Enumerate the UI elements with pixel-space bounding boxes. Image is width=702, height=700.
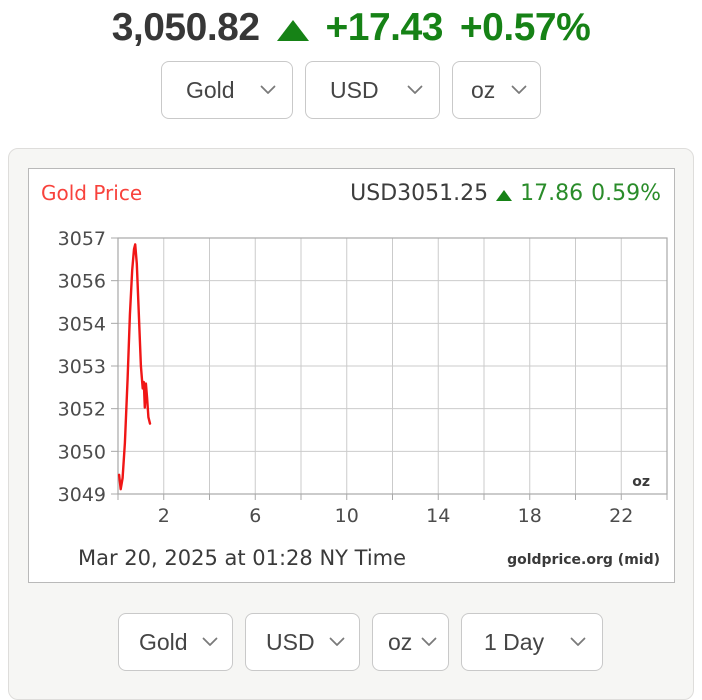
metal-select[interactable]: Gold [161, 61, 293, 119]
chart-quote-price: USD3051.25 [350, 181, 489, 206]
y-axis-tick-label: 3057 [58, 229, 106, 250]
plot-border [117, 237, 668, 495]
currency-select-bottom[interactable]: USD [245, 613, 360, 671]
chart-quote-change-percent: 0.59% [591, 181, 661, 206]
chevron-down-icon [511, 85, 527, 95]
current-quote: 3,050.82 +17.43 +0.57% [0, 5, 702, 51]
price-line-chart: 3057 3056 3054 3053 3052 3050 3049 2 6 10 14 18 22 [58, 229, 668, 527]
up-triangle-icon [276, 20, 309, 41]
metal-select-value: Gold [139, 628, 188, 655]
period-select-value: 1 Day [484, 628, 545, 655]
chart-source: goldprice.org (mid) [507, 552, 660, 568]
chart-unit-label: oz [632, 474, 650, 490]
currency-select[interactable]: USD [305, 61, 440, 119]
unit-select[interactable]: oz [452, 61, 541, 119]
y-axis-tick-label: 3052 [58, 399, 106, 421]
current-price: 3,050.82 [111, 6, 260, 49]
chart-card: Gold Price USD3051.25 17.86 0.59% 3057 30… [28, 168, 675, 583]
unit-select-value: oz [471, 76, 496, 103]
unit-select-bottom[interactable]: oz [372, 613, 449, 671]
chart-quote-change: 17.86 [520, 181, 584, 206]
currency-select-value: USD [266, 628, 315, 655]
y-axis-tick-label: 3056 [58, 271, 106, 293]
price-change: +17.43 [325, 6, 444, 49]
period-select[interactable]: 1 Day [461, 613, 603, 671]
x-axis-tick-label: 18 [518, 505, 542, 527]
chart-quote: USD3051.25 17.86 0.59% [350, 181, 661, 206]
chevron-down-icon [421, 637, 437, 647]
y-axis-tick-label: 3053 [58, 356, 106, 378]
unit-select-value: oz [388, 628, 413, 655]
chevron-down-icon [202, 637, 218, 647]
chart-timestamp: Mar 20, 2025 at 01:28 NY Time [78, 546, 407, 570]
bottom-controls: Gold USD oz 1 Day [28, 613, 693, 671]
x-axis-tick-label: 6 [249, 505, 261, 527]
x-axis-tick-label: 14 [426, 505, 450, 527]
chevron-down-icon [570, 637, 586, 647]
y-axis-tick-label: 3054 [58, 313, 106, 335]
price-change-percent: +0.57% [459, 6, 591, 49]
up-triangle-icon [496, 189, 513, 201]
x-axis-tick-label: 2 [158, 505, 170, 527]
price-line [117, 243, 152, 491]
metal-select-bottom[interactable]: Gold [118, 613, 233, 671]
x-axis-tick-label: 22 [609, 505, 633, 527]
chart-title: Gold Price [41, 181, 143, 205]
y-axis-tick-label: 3050 [58, 441, 106, 463]
top-controls: Gold USD oz [0, 61, 702, 119]
currency-select-value: USD [330, 76, 379, 103]
chart-panel: Gold Price USD3051.25 17.86 0.59% 3057 30… [8, 148, 694, 700]
chevron-down-icon [407, 85, 423, 95]
metal-select-value: Gold [186, 76, 235, 103]
chevron-down-icon [260, 85, 276, 95]
y-axis-tick-label: 3049 [58, 484, 106, 506]
chevron-down-icon [329, 637, 345, 647]
x-axis-tick-label: 10 [335, 505, 359, 527]
